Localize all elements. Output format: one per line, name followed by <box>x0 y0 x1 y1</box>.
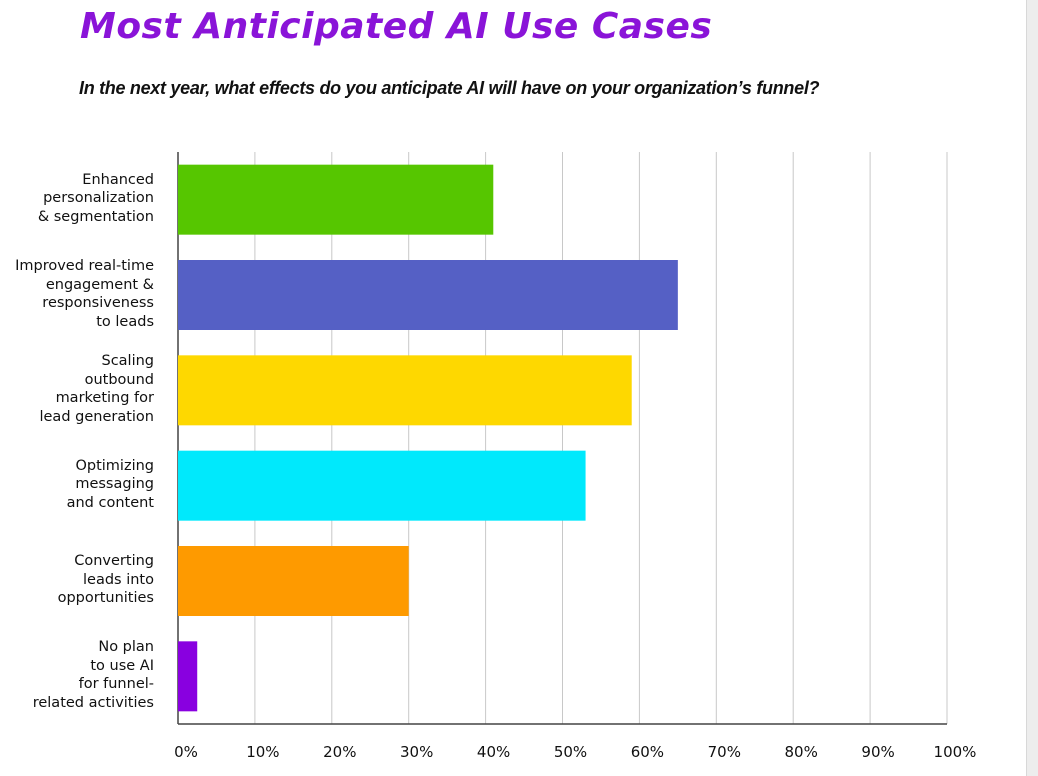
x-tick-label: 20% <box>323 743 356 761</box>
chart-subtitle: In the next year, what effects do you an… <box>79 78 820 98</box>
x-tick-label: 40% <box>477 743 510 761</box>
x-tick-label: 80% <box>785 743 818 761</box>
chart-title: Most Anticipated AI Use Cases <box>80 6 713 47</box>
category-label: Optimizing messaging and content <box>66 457 154 511</box>
bar <box>178 164 494 235</box>
x-tick-label: 0% <box>174 743 198 761</box>
bar <box>178 641 198 712</box>
x-tick-label: 70% <box>708 743 741 761</box>
category-label: No plan to use AI for funnel- related ac… <box>32 639 154 711</box>
bar <box>178 546 409 616</box>
x-tick-label: 100% <box>934 743 977 761</box>
x-tick-label: 10% <box>246 743 279 761</box>
x-tick-label: 30% <box>400 743 433 761</box>
bar <box>178 450 586 521</box>
x-tick-label: 90% <box>861 743 894 761</box>
category-label: Enhanced personalization & segmentation <box>37 171 154 225</box>
bar <box>178 260 678 330</box>
category-label: Scaling outbound marketing for lead gene… <box>39 353 154 425</box>
bar <box>178 355 632 426</box>
x-tick-label: 50% <box>554 743 587 761</box>
x-tick-label: 60% <box>631 743 664 761</box>
category-label: Converting leads into opportunities <box>57 553 154 607</box>
category-label: Improved real-time engagement & responsi… <box>15 258 154 330</box>
